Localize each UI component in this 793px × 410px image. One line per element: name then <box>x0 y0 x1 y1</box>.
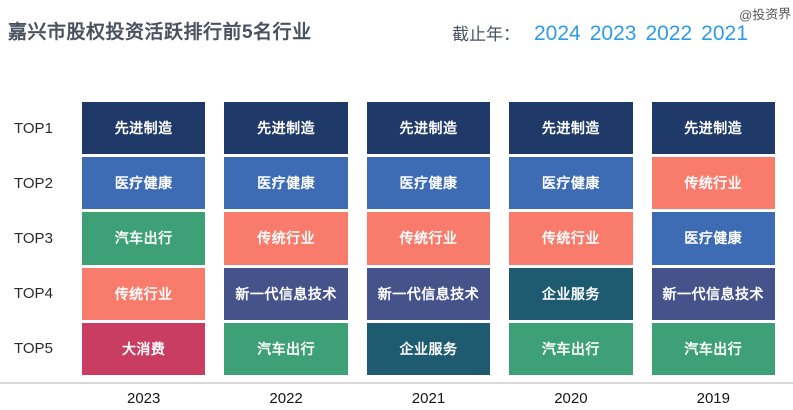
rank-cell[interactable]: 医疗健康 <box>82 157 206 210</box>
x-label-2019: 2019 <box>696 389 730 407</box>
ranking-chart: TOP1 先进制造 先进制造 先进制造 先进制造 先进制造 TOP2 医疗健康 … <box>0 102 793 407</box>
year-filter-label: 截止年： <box>452 25 520 44</box>
rank-cell[interactable]: 汽车出行 <box>224 322 348 375</box>
rank-cell[interactable]: 医疗健康 <box>509 157 633 210</box>
rank-cell[interactable]: 汽车出行 <box>82 212 206 265</box>
rank-cell[interactable]: 新一代信息技术 <box>224 267 348 320</box>
rank-cell[interactable]: 传统行业 <box>366 212 491 265</box>
rank-cell[interactable]: 新一代信息技术 <box>651 267 775 320</box>
rank-cell[interactable]: 先进制造 <box>82 102 206 155</box>
x-axis-spacer <box>0 390 63 407</box>
watermark: @投资界 <box>738 6 792 23</box>
rank-cell[interactable]: 先进制造 <box>224 102 348 155</box>
row-label-top2: TOP2 <box>14 174 53 192</box>
x-label-2020: 2020 <box>554 389 588 407</box>
row-label-top3: TOP3 <box>14 229 53 247</box>
rank-cell[interactable]: 企业服务 <box>366 322 491 375</box>
rank-cell[interactable]: 传统行业 <box>82 267 206 320</box>
rank-cell[interactable]: 先进制造 <box>366 102 491 155</box>
rank-cell[interactable]: 传统行业 <box>651 157 775 210</box>
rank-cell[interactable]: 医疗健康 <box>366 157 491 210</box>
page-title: 嘉兴市股权投资活跃排行前5名行业 <box>8 22 312 43</box>
row-label-top4: TOP4 <box>14 285 53 303</box>
x-axis-labels: 2023 2022 2021 2020 2019 <box>0 390 793 407</box>
ranking-grid: TOP1 先进制造 先进制造 先进制造 先进制造 先进制造 TOP2 医疗健康 … <box>0 102 793 375</box>
rank-cell[interactable]: 大消费 <box>82 322 206 375</box>
row-label-top5: TOP5 <box>14 340 53 358</box>
rank-cell[interactable]: 先进制造 <box>509 102 633 155</box>
year-filter-2024[interactable]: 2024 <box>534 22 581 45</box>
x-axis-line <box>0 381 793 384</box>
x-label-2022: 2022 <box>269 389 303 407</box>
row-label-top1: TOP1 <box>14 119 53 137</box>
rank-cell[interactable]: 传统行业 <box>224 212 348 265</box>
x-label-2021: 2021 <box>411 389 446 407</box>
x-label-2023: 2023 <box>127 389 161 407</box>
rank-cell[interactable]: 汽车出行 <box>651 322 775 375</box>
rank-cell[interactable]: 新一代信息技术 <box>366 267 491 320</box>
rank-cell[interactable]: 医疗健康 <box>224 157 348 210</box>
year-filter-2021[interactable]: 2021 <box>701 22 748 45</box>
year-filter-2023[interactable]: 2023 <box>589 22 637 45</box>
rank-cell[interactable]: 传统行业 <box>509 212 633 265</box>
rank-cell[interactable]: 企业服务 <box>509 267 633 320</box>
rank-cell[interactable]: 先进制造 <box>651 102 775 155</box>
year-filter: 截止年： 2024 2023 2022 2021 <box>452 20 757 46</box>
rank-cell[interactable]: 汽车出行 <box>509 322 633 375</box>
rank-cell[interactable]: 医疗健康 <box>651 212 775 265</box>
year-filter-2022[interactable]: 2022 <box>645 22 693 45</box>
